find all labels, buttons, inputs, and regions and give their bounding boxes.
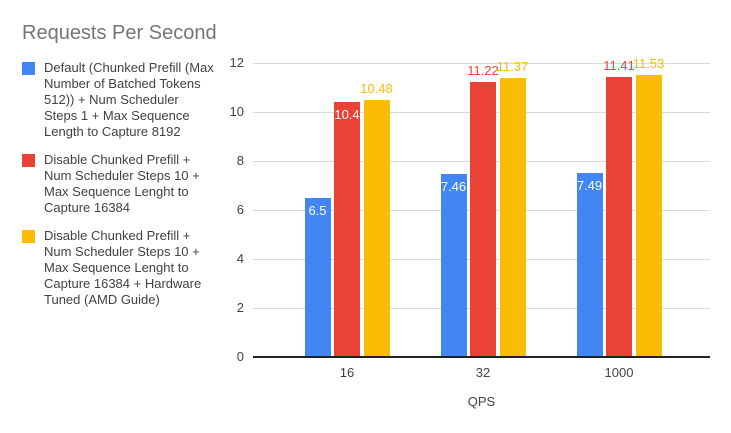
legend-item-label: Default (Chunked Prefill (Max Number of … bbox=[44, 60, 214, 139]
y-axis-tick-label: 8 bbox=[236, 153, 244, 168]
bar-data-label: 7.46 bbox=[440, 179, 467, 195]
bar-data-label: 11.41 bbox=[603, 58, 635, 74]
y-axis-tick-label: 4 bbox=[236, 251, 244, 266]
bar-data-label: 10.48 bbox=[360, 81, 393, 97]
bar-series-1-qps-16 bbox=[334, 102, 360, 357]
legend-item-disable-chunked-prefill-hardware-tuned: Disable Chunked Prefill + Num Scheduler … bbox=[22, 228, 232, 308]
bar-series-0-qps-1000 bbox=[576, 173, 603, 357]
bar-series-2-qps-32 bbox=[499, 78, 526, 357]
legend-item-label: Disable Chunked Prefill + Num Scheduler … bbox=[44, 152, 200, 215]
gridline-y-12 bbox=[253, 63, 710, 64]
x-axis-tick-label: 16 bbox=[339, 365, 355, 380]
legend-swatch-red-icon bbox=[22, 154, 35, 167]
bar-data-label: 6.5 bbox=[308, 202, 327, 218]
y-axis-tick-label: 0 bbox=[236, 349, 244, 364]
chart-title: Requests Per Second bbox=[22, 22, 217, 44]
x-axis-line bbox=[253, 356, 710, 358]
bar-data-label: 11.53 bbox=[632, 55, 665, 71]
bar-data-label: 11.37 bbox=[496, 59, 529, 75]
bar-series-1-qps-1000 bbox=[606, 77, 632, 357]
legend-swatch-yellow-icon bbox=[22, 230, 35, 243]
bar-data-label: 10.4 bbox=[334, 107, 360, 123]
bar-series-2-qps-1000 bbox=[635, 74, 662, 357]
y-axis-tick-label: 6 bbox=[236, 202, 244, 217]
legend-item-label: Disable Chunked Prefill + Num Scheduler … bbox=[44, 228, 202, 307]
bar-data-label: 11.22 bbox=[467, 63, 499, 79]
bar-data-label: 7.49 bbox=[576, 178, 603, 194]
x-axis-title: QPS bbox=[467, 394, 496, 409]
bar-series-1-qps-32 bbox=[470, 82, 496, 357]
x-axis-tick-label: 32 bbox=[475, 365, 491, 380]
legend-item-disable-chunked-prefill: Disable Chunked Prefill + Num Scheduler … bbox=[22, 152, 232, 216]
y-axis-tick-label: 12 bbox=[229, 55, 244, 70]
y-axis-tick-label: 2 bbox=[236, 300, 244, 315]
y-axis-tick-label: 10 bbox=[229, 104, 244, 119]
bar-series-0-qps-32 bbox=[440, 174, 467, 357]
plot-area: 0 2 4 6 8 10 12 6.5 10.4 10.48 16 7.46 11.22 11.37 32 7… bbox=[230, 55, 710, 380]
legend: Default (Chunked Prefill (Max Number of … bbox=[22, 60, 232, 320]
legend-swatch-blue-icon bbox=[22, 62, 35, 75]
legend-item-default-chunked-prefill: Default (Chunked Prefill (Max Number of … bbox=[22, 60, 232, 140]
bar-series-2-qps-16 bbox=[363, 100, 390, 357]
bar-series-0-qps-16 bbox=[304, 197, 331, 357]
x-axis-tick-label: 1000 bbox=[604, 365, 634, 380]
